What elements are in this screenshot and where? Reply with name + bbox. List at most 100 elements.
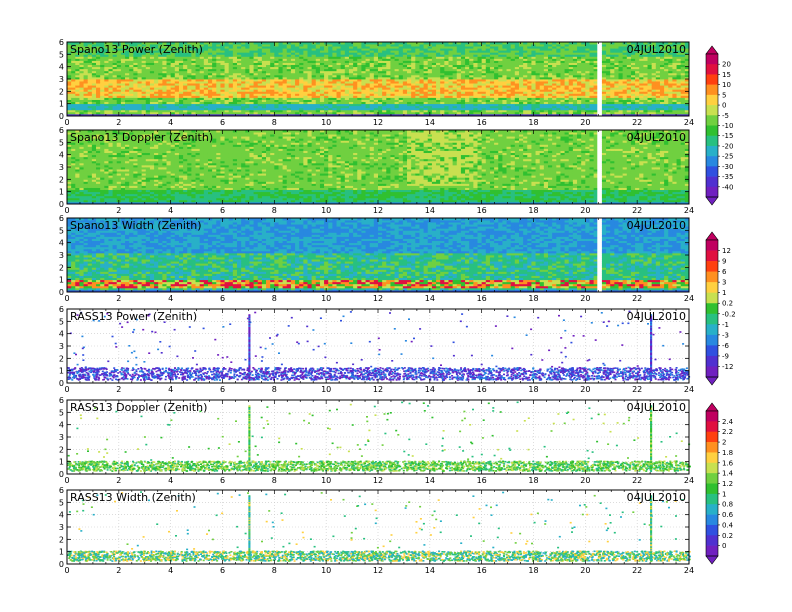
heat-cell [137,62,143,66]
heat-cell [183,103,188,107]
heat-cell [71,54,76,57]
heat-cell [228,93,234,96]
heat-cell [137,79,143,82]
heat-cell [212,97,217,100]
heat-cell [71,56,76,59]
heat-cell [166,42,172,45]
heat-cell [137,105,143,109]
heat-cell [224,70,230,74]
heat-cell [79,107,84,111]
heat-cell [137,66,143,70]
heat-cell [228,107,234,111]
heat-cell [71,76,76,80]
heat-cell [137,52,143,55]
heat-cell [67,72,72,76]
heat-cell [178,81,184,84]
heat-cell [207,105,213,109]
heat-cell [120,64,126,68]
heat-cell [199,42,205,45]
heat-cell [141,79,147,82]
heat-cell [137,70,143,74]
heat-cell [199,91,205,94]
heat-cell [108,103,114,107]
heat-cell [137,107,143,111]
heat-cell [207,50,213,53]
heat-cell [207,68,213,72]
heat-cell [228,44,234,47]
heat-cell [91,111,97,115]
heat-cell [145,66,151,70]
heat-cell [67,101,72,105]
heat-cell [129,79,134,82]
heat-cell [149,46,155,49]
heat-cell [91,50,97,53]
heat-cell [166,50,172,53]
heat-cell [158,42,163,45]
heat-cell [195,107,201,111]
heat-cell [224,68,230,72]
heat-cell [91,93,97,96]
heat-cell [207,87,213,90]
heat-cell [137,76,143,80]
heat-cell [141,87,147,90]
heat-cell [237,66,242,70]
heat-cell [129,50,134,53]
heat-cell [203,44,209,47]
heat-cell [207,79,213,82]
heat-cell [75,48,80,51]
heat-cell [79,111,84,115]
heat-cell [129,99,134,103]
heat-cell [216,66,221,70]
heat-cell [120,107,126,111]
heat-cell [87,42,93,45]
heat-cell [116,89,122,92]
heat-cell [183,62,188,66]
heat-cell [212,50,217,53]
heat-cell [228,85,234,88]
heat-cell [183,91,188,94]
heat-cell [187,85,192,88]
heat-cell [216,74,221,78]
heat-cell [108,87,114,90]
heat-cell [100,72,105,76]
heat-cell [87,70,93,74]
heat-cell [125,109,130,113]
heat-cell [108,95,114,98]
heat-cell [149,48,155,51]
heat-cell [166,111,172,115]
heat-cell [170,72,176,76]
heat-cell [166,79,172,82]
heat-cell [178,89,184,92]
heat-cell [199,74,205,78]
heat-cell [178,64,184,68]
heat-cell [232,85,238,88]
heat-cell [158,48,163,51]
heat-cell [141,109,147,113]
heat-cell [141,44,147,47]
heat-cell [120,97,126,100]
heat-cell [212,48,217,51]
heat-cell [178,58,184,61]
heat-cell [112,68,118,72]
heat-cell [116,48,122,51]
heat-cell [162,58,167,61]
heat-cell [199,54,205,57]
heat-cell [129,105,134,109]
heat-cell [232,105,238,109]
heat-cell [237,52,242,55]
heat-cell [170,58,176,61]
heat-cell [141,81,147,84]
heat-cell [108,54,114,57]
heat-cell [67,81,72,84]
heat-cell [87,56,93,59]
heat-cell [199,85,205,88]
heat-cell [183,87,188,90]
heat-cell [162,103,167,107]
heat-cell [154,79,159,82]
heat-cell [96,79,101,82]
heat-cell [71,60,76,63]
heat-cell [241,101,246,105]
heat-cell [207,42,213,45]
heat-cell [100,42,105,45]
heat-cell [237,54,242,57]
